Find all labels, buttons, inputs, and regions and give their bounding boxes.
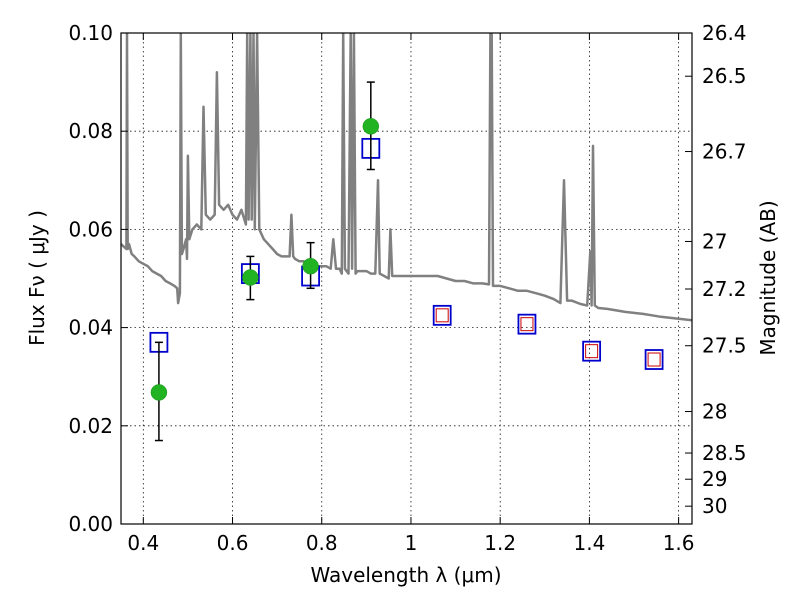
x-tick-label: 0.4 (127, 531, 159, 555)
observed-point (362, 118, 380, 135)
y2-tick-label: 26.7 (702, 140, 747, 164)
y2-tick-labels: 26.4 26.5 26.7 27 27.2 27.5 28 28.529 30 (702, 21, 747, 518)
grid-lines (121, 32, 692, 525)
model-box-inner (647, 352, 661, 367)
observed-point (302, 257, 319, 275)
x-tick-label: 1 (405, 531, 418, 555)
model-box-inner (435, 308, 449, 323)
x-tick-label: 0.6 (217, 531, 249, 555)
y-tick-label: 0.08 (68, 119, 113, 143)
observed-point (242, 269, 259, 286)
x-tick-label: 0.8 (306, 531, 338, 555)
x-axis-label: Wavelength λ (μm) (310, 563, 501, 587)
model-box-marker (644, 349, 664, 370)
y2-tick-label: 26.4 (702, 21, 747, 45)
x-tick-label: 1.2 (484, 531, 516, 555)
y2-tick-label: 26.5 (702, 64, 747, 88)
plot-frame (120, 32, 693, 525)
y-tick-label: 0.06 (68, 217, 113, 241)
y2-tick-label: 27.5 (702, 334, 747, 358)
y2-tick-label: 28 (702, 400, 727, 424)
y2-axis-label: Magnitude (AB) (756, 200, 780, 355)
model-spectrum-line (121, 33, 692, 322)
model-box-inner (520, 317, 534, 332)
y-tick-label: 0.04 (68, 316, 113, 340)
observed-points (150, 81, 380, 442)
model-boxes (149, 137, 664, 370)
model-box-marker (517, 313, 537, 335)
x-tick-labels: 0.4 0.6 0.8 1 1.2 1.4 1.6 (127, 531, 694, 555)
y2-tick-label: 27.2 (702, 277, 747, 301)
model-box-marker (432, 304, 452, 326)
model-box-marker (582, 340, 602, 362)
y2-tick-label: 28.5 (702, 441, 747, 465)
y2-tick-label: 27 (702, 229, 727, 253)
y-tick-label: 0.10 (68, 21, 113, 45)
y2-tick-label: 30 (702, 494, 727, 518)
y-tick-label: 0.00 (68, 512, 113, 536)
x-tick-label: 1.4 (573, 531, 605, 555)
model-box-inner (585, 344, 599, 359)
y-axis-label: Flux Fν ( μJy ) (25, 210, 49, 346)
axis-ticks (121, 32, 692, 525)
y-tick-labels: 0.00 0.02 0.04 0.06 0.08 0.10 (68, 21, 113, 536)
observed-point (150, 384, 168, 401)
y-tick-label: 0.02 (68, 414, 113, 438)
x-tick-label: 1.6 (663, 531, 695, 555)
spectrum-line (121, 33, 692, 322)
y2-tick-label: 29 (702, 467, 727, 491)
